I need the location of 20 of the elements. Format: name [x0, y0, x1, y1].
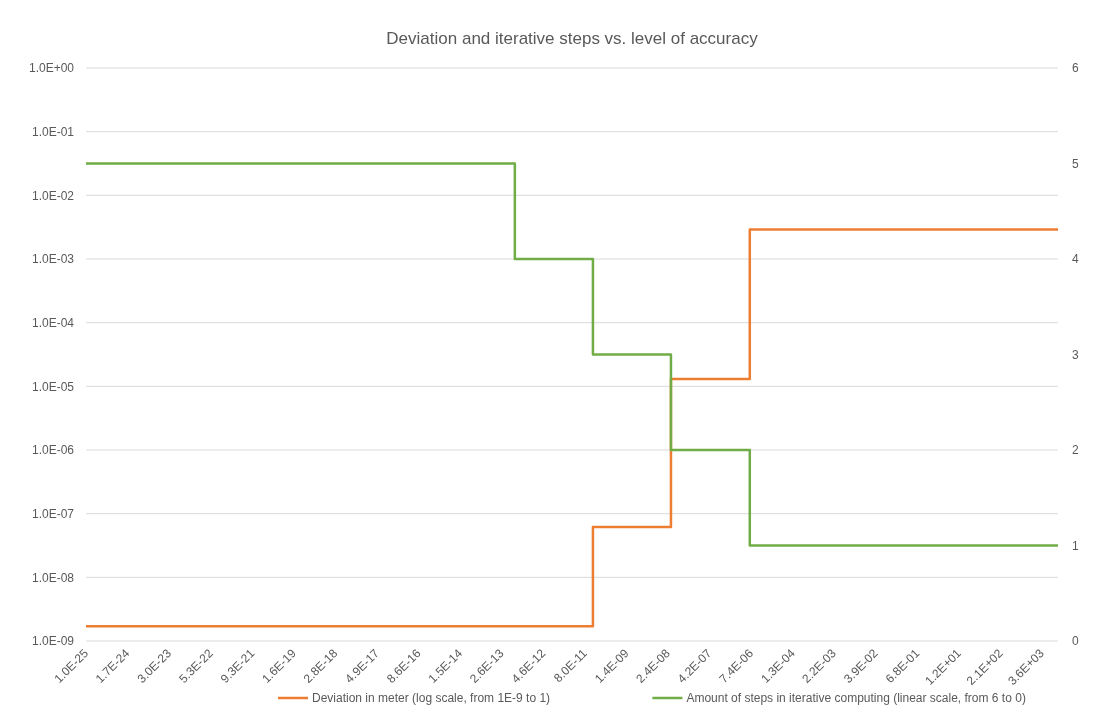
y2-tick-label: 2 — [1072, 443, 1079, 458]
y-tick-label: 1.0E-07 — [31, 506, 75, 521]
chart-title: Deviation and iterative steps vs. level of accuracy — [386, 29, 759, 48]
y2-tick-label: 5 — [1072, 156, 1079, 171]
y-tick-label: 1.0E-05 — [31, 379, 75, 394]
legend-label: Amount of steps in iterative computing (linear scale, from 6 to 0) — [686, 691, 1026, 706]
y-tick-label: 1.0E-01 — [31, 124, 75, 139]
y2-tick-label: 1 — [1072, 538, 1079, 553]
y2-tick-label: 4 — [1072, 252, 1079, 267]
y-tick-label: 1.0E-04 — [31, 315, 75, 330]
y-tick-label: 1.0E-09 — [31, 634, 75, 649]
y2-tick-label: 0 — [1072, 634, 1079, 649]
y-tick-label: 1.0E-06 — [31, 443, 75, 458]
y-tick-label: 1.0E-08 — [31, 570, 75, 585]
y2-tick-label: 6 — [1072, 61, 1079, 76]
y-tick-label: 1.0E-02 — [31, 188, 75, 203]
y-tick-label: 1.0E-03 — [31, 252, 75, 267]
legend-label: Deviation in meter (log scale, from 1E-9 to 1) — [312, 691, 551, 706]
y-tick-label: 1.0E+00 — [28, 61, 75, 76]
y2-tick-label: 3 — [1072, 347, 1079, 362]
